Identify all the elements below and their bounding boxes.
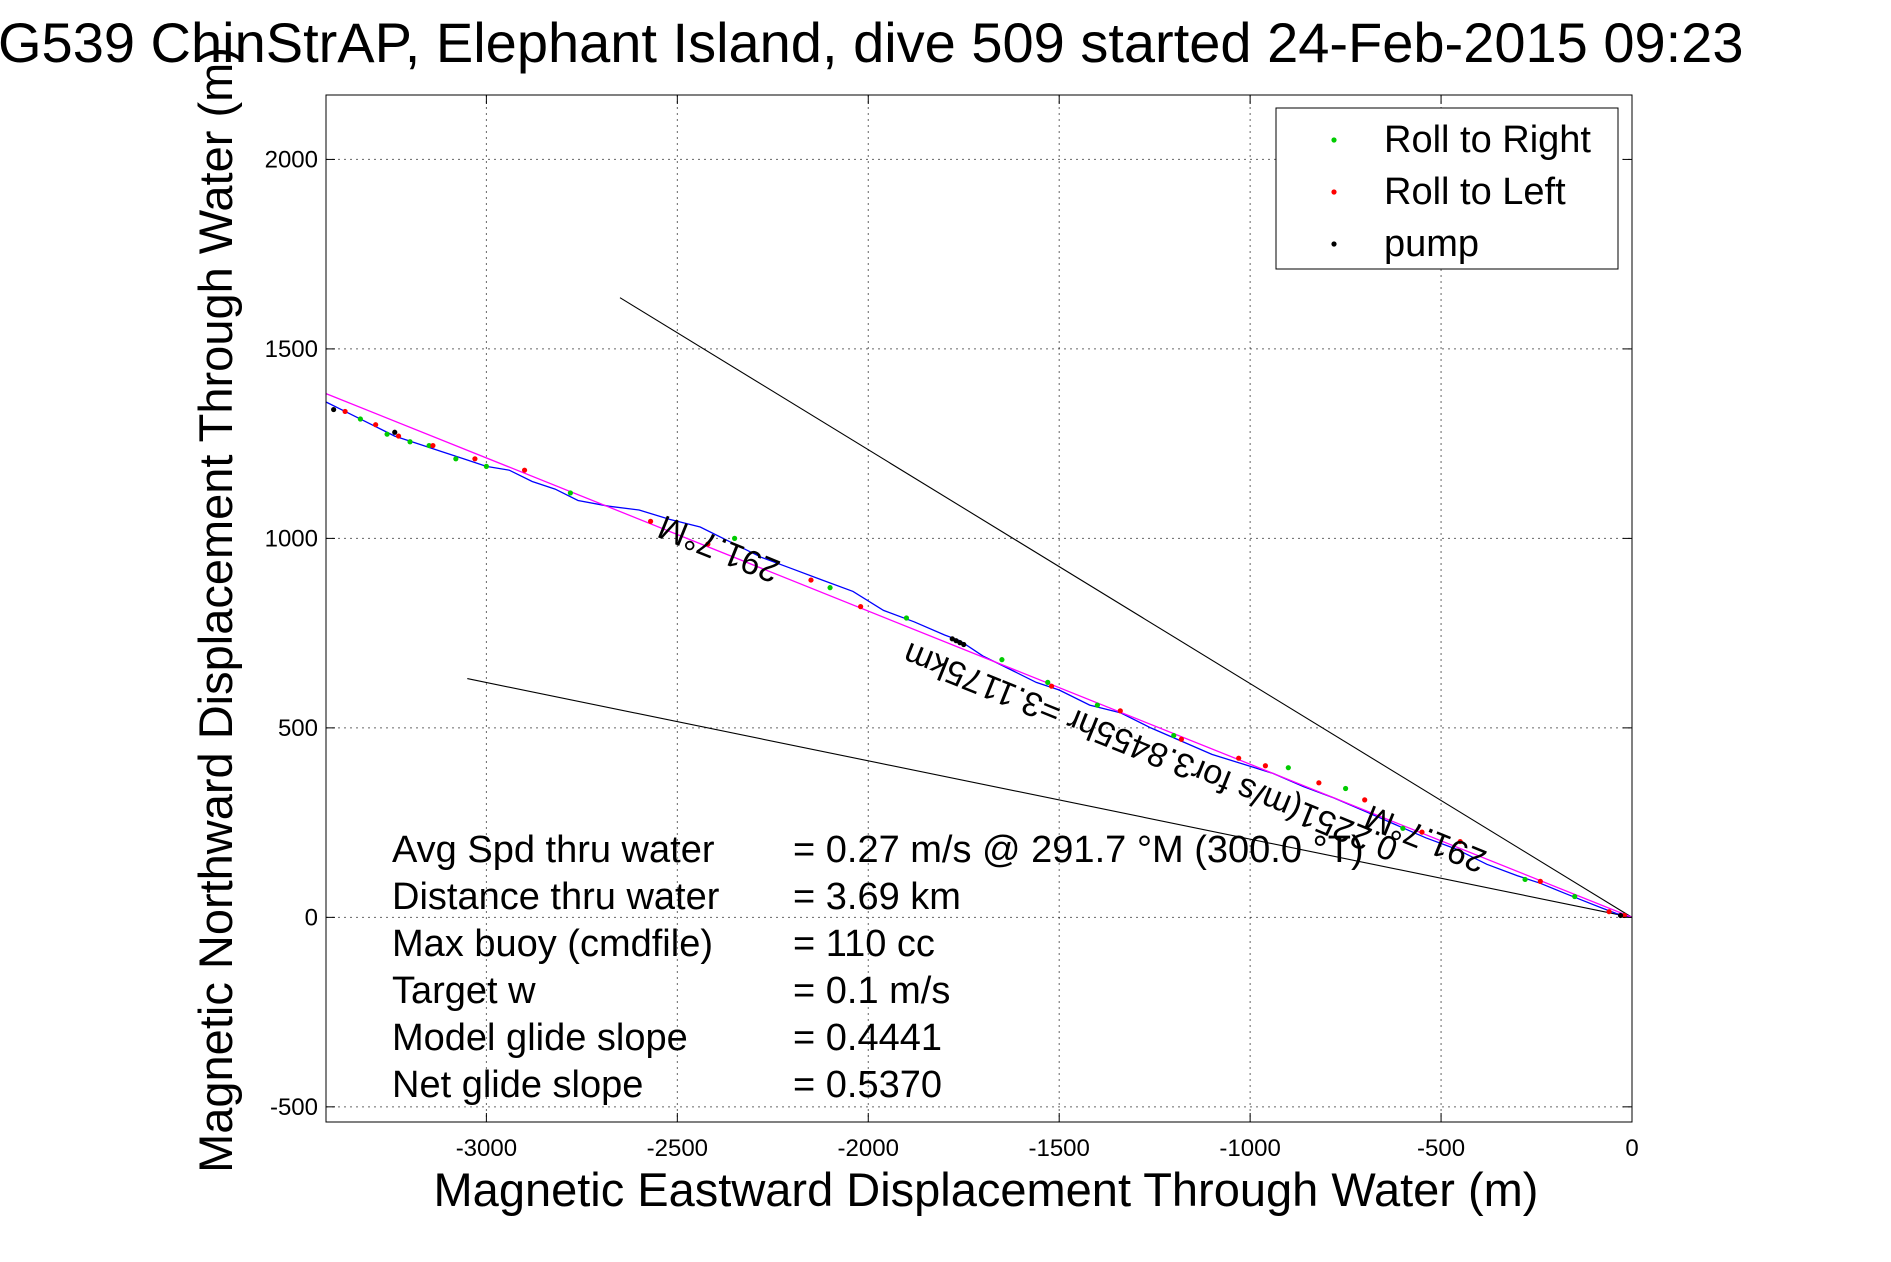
roll-left-marker: [472, 456, 478, 462]
y-axis-label: Magnetic Northward Displacement Through …: [189, 47, 242, 1173]
x-tick-label: 0: [1625, 1135, 1638, 1162]
pump-marker: [331, 406, 337, 413]
roll-right-marker: [1045, 679, 1051, 685]
legend-marker: [1331, 137, 1337, 143]
legend-marker: [1331, 189, 1337, 195]
legend-label: Roll to Left: [1384, 171, 1566, 213]
roll-left-marker: [373, 422, 379, 428]
roll-left-marker: [1457, 838, 1463, 845]
x-tick-label: -500: [1417, 1135, 1465, 1162]
y-tick-label: 1500: [265, 336, 318, 363]
x-tick-label: -3000: [456, 1135, 517, 1162]
info-label: Max buoy (cmdfile): [392, 923, 713, 965]
heading-series-line: [325, 392, 1633, 919]
info-text-block: Avg Spd thru water = 0.27 m/s @ 291.7 °M …: [392, 829, 1364, 1106]
roll-right-marker: [999, 657, 1005, 663]
grid-lines: [326, 95, 1632, 1122]
roll-right-marker: [1572, 893, 1578, 900]
roll-left-marker: [1606, 909, 1612, 915]
roll-left-marker: [1048, 683, 1055, 689]
roll-right-marker: [903, 615, 910, 621]
legend-label: pump: [1384, 223, 1479, 265]
info-label: Target w: [392, 970, 536, 1012]
roll-left-marker: [521, 467, 528, 473]
data-markers: [331, 406, 1627, 919]
roll-right-marker: [732, 535, 738, 541]
x-tick-label: -2500: [647, 1135, 708, 1162]
roll-left-marker: [1236, 755, 1242, 761]
lower-reference-line: [467, 678, 1633, 918]
info-value: = 0.1 m/s: [793, 970, 950, 1012]
x-axis-label: Magnetic Eastward Displacement Through W…: [434, 1163, 1539, 1216]
x-tick-label: -1000: [1219, 1135, 1280, 1162]
roll-right-marker: [567, 490, 573, 496]
roll-left-marker: [1178, 736, 1184, 742]
roll-right-marker: [453, 456, 459, 462]
roll-left-marker: [858, 604, 864, 610]
y-tick-label: 500: [278, 715, 318, 742]
roll-left-marker: [808, 577, 814, 583]
roll-left-marker: [1537, 878, 1543, 884]
roll-left-marker: [705, 541, 711, 547]
pump-marker: [961, 641, 967, 648]
info-value: = 0.5370: [793, 1064, 942, 1106]
info-value: = 110 cc: [793, 923, 935, 965]
y-tick-label: 2000: [265, 146, 318, 173]
pump-marker: [1617, 912, 1624, 919]
roll-left-marker: [430, 442, 436, 449]
roll-left-marker: [1262, 763, 1269, 769]
roll-left-marker: [1419, 829, 1425, 835]
plot-frame: [325, 94, 1633, 1123]
roll-left-marker: [1316, 780, 1322, 786]
info-label: Distance thru water: [392, 876, 720, 918]
x-tick-label: -1500: [1028, 1135, 1089, 1162]
legend: Roll to Right Roll to Left pump: [1275, 107, 1619, 270]
track-series-line: [325, 401, 1633, 919]
info-value: = 0.27 m/s @ 291.7 °M (300.0 °T): [793, 829, 1364, 871]
upper-reference-line: [619, 297, 1633, 918]
legend-label: Roll to Right: [1384, 119, 1591, 161]
info-value: = 0.4441: [793, 1017, 942, 1059]
info-label: Avg Spd thru water: [392, 829, 715, 871]
roll-right-marker: [426, 442, 432, 449]
info-value: = 3.69 km: [793, 876, 961, 918]
x-tick-label: -2000: [838, 1135, 899, 1162]
y-tick-label: 0: [305, 904, 318, 931]
info-label: Model glide slope: [392, 1017, 688, 1059]
roll-right-marker: [1094, 702, 1100, 708]
roll-right-marker: [357, 416, 363, 422]
info-label: Net glide slope: [392, 1064, 643, 1106]
roll-right-marker: [1171, 732, 1177, 739]
roll-right-marker: [1285, 765, 1291, 771]
roll-right-marker: [407, 439, 413, 445]
roll-left-marker: [1621, 912, 1627, 919]
roll-left-marker: [1362, 797, 1368, 803]
roll-left-marker: [1117, 708, 1123, 714]
axis-ticks: -3000 -2500 -2000 -1500 -1000 -500 0 -500 0 500 10…: [265, 95, 1639, 1162]
y-tick-label: -500: [270, 1094, 318, 1121]
chart-title: G539 ChinStrAP, Elephant Island, dive 50…: [0, 11, 1743, 74]
roll-right-marker: [483, 463, 489, 469]
roll-left-marker: [647, 518, 654, 524]
y-tick-label: 1000: [265, 525, 318, 552]
roll-right-marker: [1342, 785, 1349, 792]
roll-right-marker: [827, 585, 833, 591]
current-lines: [467, 297, 1633, 918]
roll-right-marker: [1522, 876, 1528, 883]
pump-marker: [392, 429, 398, 435]
roll-right-marker: [384, 431, 390, 437]
legend-marker: [1331, 241, 1337, 247]
roll-right-marker: [1400, 825, 1406, 831]
roll-left-marker: [395, 433, 402, 439]
roll-left-marker: [342, 408, 348, 415]
data-series: [325, 392, 1633, 919]
